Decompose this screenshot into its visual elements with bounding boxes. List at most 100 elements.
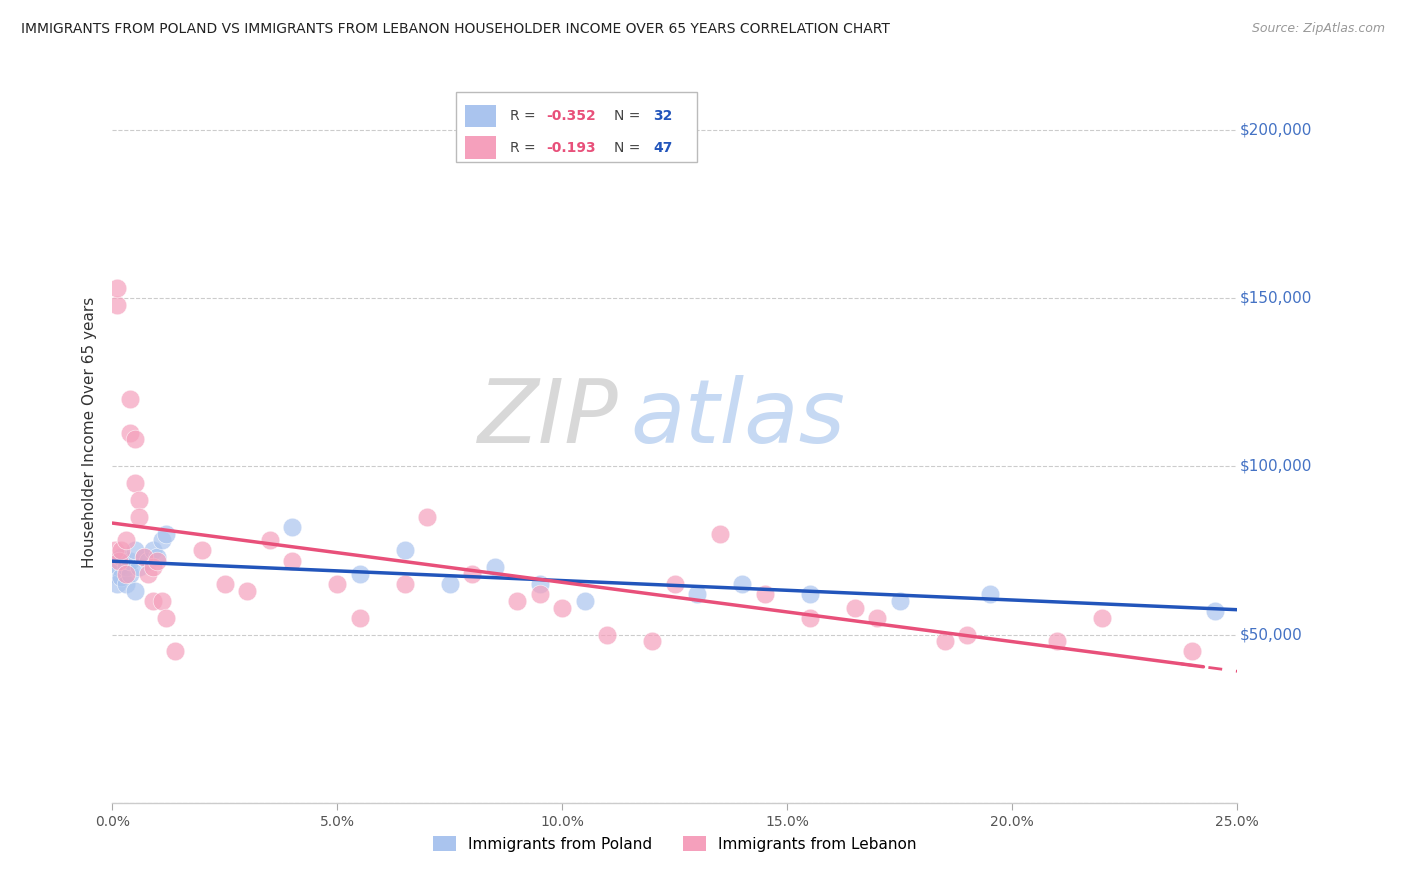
Point [142, 594, 165, 608]
Point [484, 560, 506, 574]
Point [104, 543, 127, 558]
Text: -0.352: -0.352 [547, 109, 596, 123]
Point [124, 433, 146, 447]
Point [281, 520, 304, 534]
Text: -0.193: -0.193 [547, 141, 596, 154]
Point [416, 509, 439, 524]
Point [105, 281, 128, 295]
Point [664, 577, 686, 591]
Point [709, 526, 731, 541]
Point [120, 553, 142, 567]
Point [844, 600, 866, 615]
Point [108, 553, 131, 567]
Point [110, 570, 132, 584]
Point [686, 587, 709, 601]
Point [214, 577, 236, 591]
Point [799, 610, 821, 624]
Point [979, 587, 1001, 601]
Text: $50,000: $50,000 [1240, 627, 1302, 642]
Legend: Immigrants from Poland, Immigrants from Lebanon: Immigrants from Poland, Immigrants from … [427, 830, 922, 858]
Point [349, 610, 371, 624]
Point [349, 566, 371, 581]
Point [115, 533, 138, 548]
Text: ZIP: ZIP [478, 375, 619, 461]
Text: N =: N = [614, 109, 645, 123]
Point [124, 583, 146, 598]
Point [1181, 644, 1204, 658]
Point [115, 577, 138, 591]
Point [529, 587, 551, 601]
Text: atlas: atlas [630, 375, 845, 461]
Point [155, 610, 177, 624]
Point [108, 560, 131, 574]
Point [120, 566, 142, 581]
Point [115, 566, 138, 581]
Point [128, 492, 150, 507]
Text: $150,000: $150,000 [1240, 291, 1312, 305]
Point [1204, 604, 1226, 618]
Point [132, 550, 155, 565]
Point [110, 543, 132, 558]
Point [132, 550, 155, 565]
Point [529, 577, 551, 591]
Point [115, 560, 138, 574]
Text: 47: 47 [654, 141, 673, 154]
Point [394, 577, 416, 591]
Point [110, 550, 132, 565]
Point [934, 634, 956, 648]
Point [461, 566, 484, 581]
Point [105, 577, 128, 591]
Point [150, 533, 173, 548]
Point [866, 610, 889, 624]
Point [105, 298, 128, 312]
Y-axis label: Householder Income Over 65 years: Householder Income Over 65 years [82, 297, 97, 568]
Point [128, 509, 150, 524]
Text: R =: R = [509, 141, 540, 154]
Point [120, 425, 142, 440]
Point [731, 577, 754, 591]
Point [124, 543, 146, 558]
Point [956, 627, 979, 641]
Point [138, 553, 160, 567]
Point [889, 594, 911, 608]
Point [105, 553, 128, 567]
Point [128, 560, 150, 574]
Point [104, 566, 127, 581]
Point [191, 543, 214, 558]
Point [236, 583, 259, 598]
Point [574, 594, 596, 608]
Point [165, 644, 187, 658]
Point [120, 392, 142, 406]
Point [1046, 634, 1069, 648]
FancyBboxPatch shape [464, 104, 496, 127]
Point [394, 543, 416, 558]
Point [259, 533, 281, 548]
FancyBboxPatch shape [464, 136, 496, 159]
Text: 32: 32 [654, 109, 673, 123]
Point [1091, 610, 1114, 624]
Point [150, 594, 173, 608]
Point [596, 627, 619, 641]
Text: $200,000: $200,000 [1240, 122, 1312, 137]
Text: IMMIGRANTS FROM POLAND VS IMMIGRANTS FROM LEBANON HOUSEHOLDER INCOME OVER 65 YEA: IMMIGRANTS FROM POLAND VS IMMIGRANTS FRO… [21, 22, 890, 37]
Text: $100,000: $100,000 [1240, 458, 1312, 474]
Point [754, 587, 776, 601]
Point [506, 594, 529, 608]
Point [138, 566, 160, 581]
Point [124, 476, 146, 491]
Point [281, 553, 304, 567]
Point [155, 526, 177, 541]
Point [142, 543, 165, 558]
Text: R =: R = [509, 109, 540, 123]
Text: N =: N = [614, 141, 645, 154]
Point [326, 577, 349, 591]
FancyBboxPatch shape [456, 92, 697, 162]
Point [146, 550, 169, 565]
Point [551, 600, 574, 615]
Point [641, 634, 664, 648]
Point [146, 553, 169, 567]
Point [439, 577, 461, 591]
Point [142, 560, 165, 574]
Text: Source: ZipAtlas.com: Source: ZipAtlas.com [1251, 22, 1385, 36]
Point [799, 587, 821, 601]
